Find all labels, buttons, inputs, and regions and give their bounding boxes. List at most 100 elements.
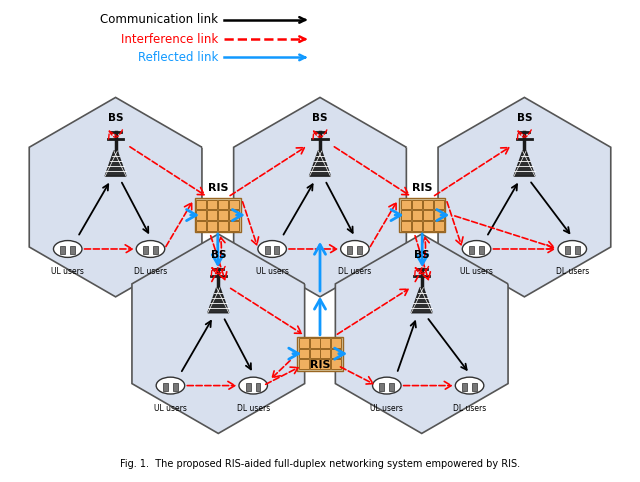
Text: DL users: DL users [339,267,372,276]
Bar [255,383,260,390]
Text: DL users: DL users [453,403,486,413]
FancyArrowPatch shape [313,130,327,139]
FancyArrowPatch shape [404,381,451,390]
Ellipse shape [455,377,484,394]
Polygon shape [234,97,406,297]
Text: Reflected link: Reflected link [138,51,218,64]
Bar [218,221,228,230]
Text: BS: BS [414,250,429,260]
Text: Fig. 1.  The proposed RIS-aided full-duplex networking system empowered by RIS.: Fig. 1. The proposed RIS-aided full-dupl… [120,459,520,469]
Bar [332,360,341,369]
Bar [479,246,484,254]
Text: BS: BS [312,113,328,123]
Bar [399,198,445,232]
Text: UL users: UL users [51,267,84,276]
Bar [332,338,341,348]
Polygon shape [132,234,305,433]
Bar [380,383,384,390]
Polygon shape [105,151,126,176]
Bar [422,200,433,209]
FancyArrowPatch shape [435,147,509,196]
Bar [422,210,433,220]
Text: Communication link: Communication link [100,13,218,27]
Polygon shape [29,97,202,297]
Text: RIS: RIS [207,183,228,193]
FancyArrowPatch shape [340,367,373,384]
Text: BS: BS [211,250,226,260]
Bar [310,360,319,369]
Bar [321,338,330,348]
Text: BS: BS [108,113,124,123]
FancyArrowPatch shape [337,289,408,334]
Polygon shape [514,151,535,176]
Text: BS: BS [516,113,532,123]
FancyArrowPatch shape [437,210,447,221]
Bar [195,198,241,232]
FancyArrowPatch shape [232,210,242,221]
Bar [163,383,168,390]
FancyArrowPatch shape [186,210,196,221]
Bar [207,210,218,220]
FancyArrowPatch shape [166,203,192,247]
Bar [357,246,362,254]
FancyArrowPatch shape [187,381,235,390]
Bar [412,200,422,209]
FancyArrowPatch shape [391,210,401,221]
Bar [196,221,206,230]
Text: UL users: UL users [460,267,493,276]
Bar [70,246,75,254]
Bar [575,246,580,254]
Bar [401,200,411,209]
Ellipse shape [258,241,286,257]
Bar [229,200,239,209]
FancyArrowPatch shape [211,267,225,276]
Text: DL users: DL users [556,267,589,276]
Bar [264,246,269,254]
Bar [412,210,422,220]
FancyArrowPatch shape [415,236,430,280]
Bar [321,360,330,369]
FancyArrowPatch shape [371,203,396,247]
FancyArrowPatch shape [266,367,298,384]
FancyArrowPatch shape [335,348,344,359]
Bar [218,200,228,209]
FancyArrowPatch shape [455,216,554,250]
Bar [60,246,65,254]
Polygon shape [438,97,611,297]
FancyArrowPatch shape [243,202,259,245]
FancyArrowPatch shape [130,147,204,195]
Ellipse shape [54,241,82,257]
FancyArrowPatch shape [289,348,298,359]
Text: UL users: UL users [371,403,403,413]
Bar [207,200,218,209]
Bar [246,383,251,390]
FancyArrowPatch shape [289,245,337,253]
FancyArrowPatch shape [334,147,408,195]
FancyArrowPatch shape [314,299,326,335]
Bar [299,360,308,369]
Bar [153,246,157,254]
Bar [229,210,239,220]
Ellipse shape [340,241,369,257]
Bar [422,221,433,230]
FancyArrowPatch shape [518,130,531,139]
Bar [389,383,394,390]
Ellipse shape [462,241,491,257]
Bar [173,383,178,390]
Polygon shape [310,151,330,176]
Bar [401,210,411,220]
FancyArrowPatch shape [230,288,301,334]
Bar [321,349,330,359]
Bar [196,200,206,209]
Bar [469,246,474,254]
Bar [310,338,319,348]
FancyArrowPatch shape [212,237,226,281]
Ellipse shape [136,241,164,257]
Bar [564,246,570,254]
Bar [348,246,352,254]
FancyArrowPatch shape [447,202,463,245]
Bar [275,246,280,254]
Bar [434,210,444,220]
Text: RIS: RIS [310,360,330,370]
Bar [462,383,467,390]
